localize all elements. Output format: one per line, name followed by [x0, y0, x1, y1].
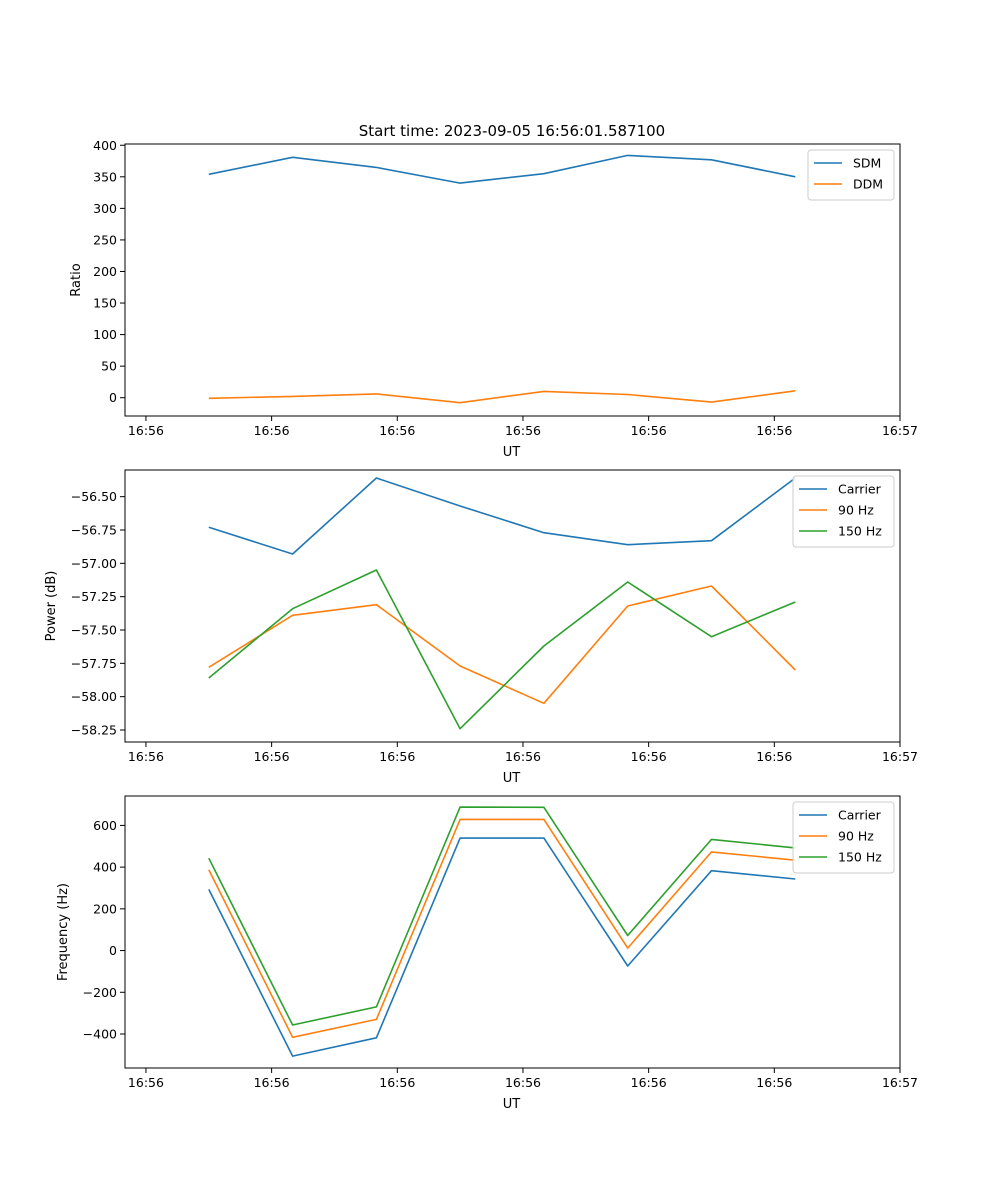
y-tick-label: −200: [83, 985, 117, 1000]
x-tick-label: 16:57: [882, 1075, 918, 1090]
panel-1: 16:56 16:56 16:56 16:56 16:56 16:56 16:57 0 50 10…: [69, 138, 918, 460]
y-tick-label: 200: [93, 901, 117, 916]
y-tick-label: −57.50: [71, 623, 117, 638]
x-tick-label: 16:56: [128, 749, 164, 764]
x-tick-label: 16:56: [631, 749, 667, 764]
x-tick-label: 16:56: [505, 423, 541, 438]
legend-label: Carrier: [838, 482, 882, 497]
x-tick-label: 16:56: [379, 423, 415, 438]
legend-label: SDM: [853, 156, 881, 171]
x-axis-label: UT: [503, 1097, 521, 1112]
y-tick-label: 50: [101, 359, 117, 374]
panels: 16:56 16:56 16:56 16:56 16:56 16:56 16:57 0 50 10…: [44, 138, 918, 1112]
x-tick-label: 16:56: [505, 1075, 541, 1090]
panel-2: 16:56 16:56 16:56 16:56 16:56 16:56 16:57 −58.2…: [44, 469, 918, 786]
x-tick-label: 16:56: [756, 1075, 792, 1090]
figure-title: Start time: 2023-09-05 16:56:01.587100: [359, 122, 665, 140]
legend-label: 90 Hz: [838, 503, 874, 518]
y-tick-label: 150: [93, 296, 117, 311]
y-tick-label: −56.50: [71, 489, 117, 504]
legend-label: 90 Hz: [838, 829, 874, 844]
series-line-carrier: [208, 477, 796, 555]
y-tick-label: −57.00: [71, 556, 117, 571]
y-tick-label: 250: [93, 232, 117, 247]
x-tick-label: 16:56: [505, 749, 541, 764]
series-line-sdm: [208, 154, 796, 184]
y-tick-label: 0: [109, 943, 117, 958]
y-tick-label: −58.00: [71, 689, 117, 704]
x-tick-label: 16:56: [379, 749, 415, 764]
series-line-150-hz: [208, 806, 796, 1026]
x-tick-label: 16:56: [254, 423, 290, 438]
y-tick-label: 100: [93, 327, 117, 342]
x-tick-label: 16:56: [631, 1075, 667, 1090]
x-tick-label: 16:56: [254, 1075, 290, 1090]
x-tick-label: 16:56: [631, 423, 667, 438]
legend-box: [792, 475, 895, 548]
series-line-ddm: [208, 390, 796, 404]
y-tick-label: 600: [93, 818, 117, 833]
x-tick-label: 16:56: [756, 423, 792, 438]
y-tick-label: −56.75: [71, 523, 117, 538]
series-line-carrier: [208, 837, 796, 1057]
axes-frame: [124, 795, 901, 1069]
y-tick-label: 350: [93, 169, 117, 184]
y-tick-label: 0: [109, 390, 117, 405]
x-tick-label: 16:56: [756, 749, 792, 764]
y-axis-label: Frequency (Hz): [56, 883, 71, 981]
y-tick-label: 200: [93, 264, 117, 279]
x-tick-label: 16:56: [128, 423, 164, 438]
x-axis-label: UT: [503, 445, 521, 460]
series-line-90-hz: [208, 818, 796, 1039]
legend-label: DDM: [853, 177, 883, 192]
y-tick-label: −57.25: [71, 589, 117, 604]
x-axis-label: UT: [503, 771, 521, 786]
y-tick-label: 400: [93, 138, 117, 153]
x-tick-label: 16:56: [254, 749, 290, 764]
legend-box: [792, 801, 895, 874]
y-axis-label: Ratio: [69, 263, 84, 296]
series-line-150-hz: [208, 569, 796, 730]
y-tick-label: 400: [93, 860, 117, 875]
legend-label: 150 Hz: [838, 850, 882, 865]
y-tick-label: −58.25: [71, 723, 117, 738]
x-tick-label: 16:56: [128, 1075, 164, 1090]
axes-frame: [124, 469, 901, 743]
x-tick-label: 16:57: [882, 423, 918, 438]
legend: Carrier 90 Hz 150 Hz: [792, 475, 895, 548]
series-line-90-hz: [208, 585, 796, 705]
legend-label: Carrier: [838, 808, 882, 823]
panel-3: 16:56 16:56 16:56 16:56 16:56 16:56 16:57 −400 −…: [56, 795, 918, 1112]
y-tick-label: 300: [93, 201, 117, 216]
legend: SDM DDM: [807, 149, 895, 201]
x-tick-label: 16:57: [882, 749, 918, 764]
y-tick-label: −400: [83, 1027, 117, 1042]
y-tick-label: −57.75: [71, 656, 117, 671]
y-axis-label: Power (dB): [44, 571, 59, 642]
legend-label: 150 Hz: [838, 524, 882, 539]
axes-frame: [124, 143, 901, 417]
legend: Carrier 90 Hz 150 Hz: [792, 801, 895, 874]
x-tick-label: 16:56: [379, 1075, 415, 1090]
